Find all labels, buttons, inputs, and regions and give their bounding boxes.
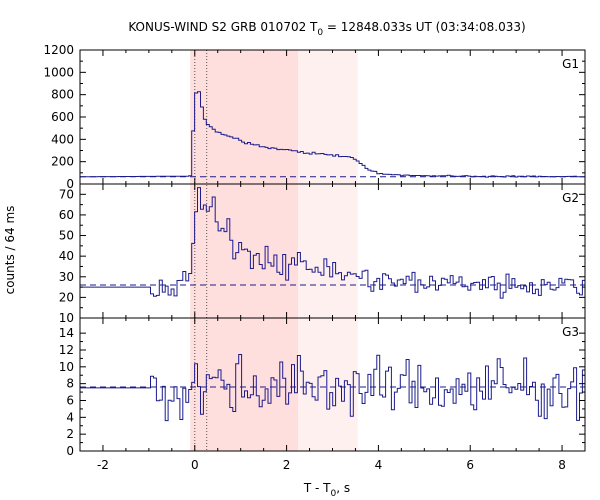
x-tick-label: 0 [191,458,199,472]
g3-y-tick-label: 6 [66,393,74,407]
g2-y-tick-label: 30 [59,270,74,284]
g1-y-tick-label: 600 [51,110,74,124]
g1-y-tick-label: 800 [51,88,74,102]
x-axis-label: T - T0, s [303,481,350,499]
g1-y-tick-label: 1200 [43,43,74,57]
g3-y-tick-label: 8 [66,377,74,391]
g1-y-tick-label: 0 [66,177,74,191]
g2-panel-label: G2 [562,191,579,205]
g1-panel-label: G1 [562,57,579,71]
g3-y-tick-label: 0 [66,444,74,458]
y-axis-label: counts / 64 ms [3,206,17,295]
x-tick-label: 4 [375,458,383,472]
x-tick-label: 6 [466,458,474,472]
g2-y-tick-label: 20 [59,290,74,304]
g1-series-line [80,91,585,178]
title-subscript: 0 [317,28,323,38]
g3-y-tick-label: 12 [59,343,74,357]
x-tick-label: -2 [97,458,109,472]
g3-y-tick-label: 2 [66,427,74,441]
g2-y-tick-label: 40 [59,249,74,263]
x-tick-label: 2 [283,458,291,472]
g2-y-tick-label: 70 [59,187,74,201]
chart-title: KONUS-WIND S2 GRB 010702 T0 = 12848.033s… [128,20,525,38]
x-axis-label-subscript: 0 [331,489,337,499]
plot-layer [80,91,585,422]
g1-y-tick-label: 200 [51,155,74,169]
g2-y-tick-label: 10 [59,311,74,325]
g1-y-tick-label: 400 [51,132,74,146]
g3-y-tick-label: 10 [59,360,74,374]
g3-panel-label: G3 [562,325,579,339]
shaded-intervals [190,50,358,451]
g1-y-tick-label: 1000 [43,65,74,79]
g2-y-tick-label: 60 [59,208,74,222]
g3-y-tick-label: 4 [66,410,74,424]
g2-series-line [80,187,585,299]
x-tick-label: 8 [558,458,566,472]
shaded-interval-2 [298,50,358,451]
g3-y-tick-label: 14 [59,326,74,340]
g2-y-tick-label: 50 [59,229,74,243]
g3-series-line [80,354,585,422]
